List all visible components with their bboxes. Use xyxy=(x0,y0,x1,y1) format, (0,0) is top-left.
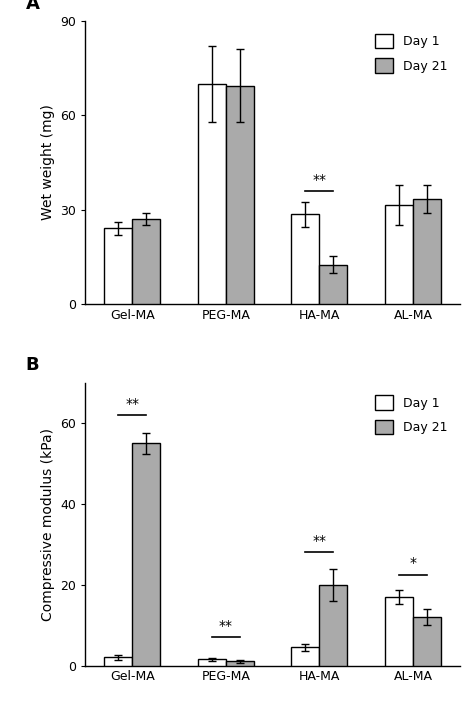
Bar xyxy=(104,229,132,304)
Text: **: ** xyxy=(312,173,327,186)
Text: **: ** xyxy=(219,619,233,633)
Bar xyxy=(291,215,319,304)
Legend: Day 1, Day 21: Day 1, Day 21 xyxy=(369,28,454,79)
Text: *: * xyxy=(410,556,417,571)
Bar xyxy=(132,219,160,304)
Text: **: ** xyxy=(312,535,327,548)
Bar xyxy=(319,265,347,304)
Text: **: ** xyxy=(125,397,139,411)
Bar xyxy=(132,443,160,666)
Bar xyxy=(198,84,226,304)
Bar xyxy=(198,659,226,666)
Text: A: A xyxy=(26,0,39,13)
Bar xyxy=(319,585,347,666)
Bar xyxy=(385,205,413,304)
Bar xyxy=(413,617,441,666)
Bar xyxy=(226,661,254,666)
Y-axis label: Compressive modulus (kPa): Compressive modulus (kPa) xyxy=(41,428,55,621)
Legend: Day 1, Day 21: Day 1, Day 21 xyxy=(369,389,454,440)
Bar xyxy=(226,86,254,304)
Bar xyxy=(385,597,413,666)
Bar xyxy=(291,647,319,666)
Y-axis label: Wet weight (mg): Wet weight (mg) xyxy=(41,105,55,220)
Bar xyxy=(104,658,132,666)
Text: B: B xyxy=(26,356,39,375)
Bar xyxy=(413,199,441,304)
